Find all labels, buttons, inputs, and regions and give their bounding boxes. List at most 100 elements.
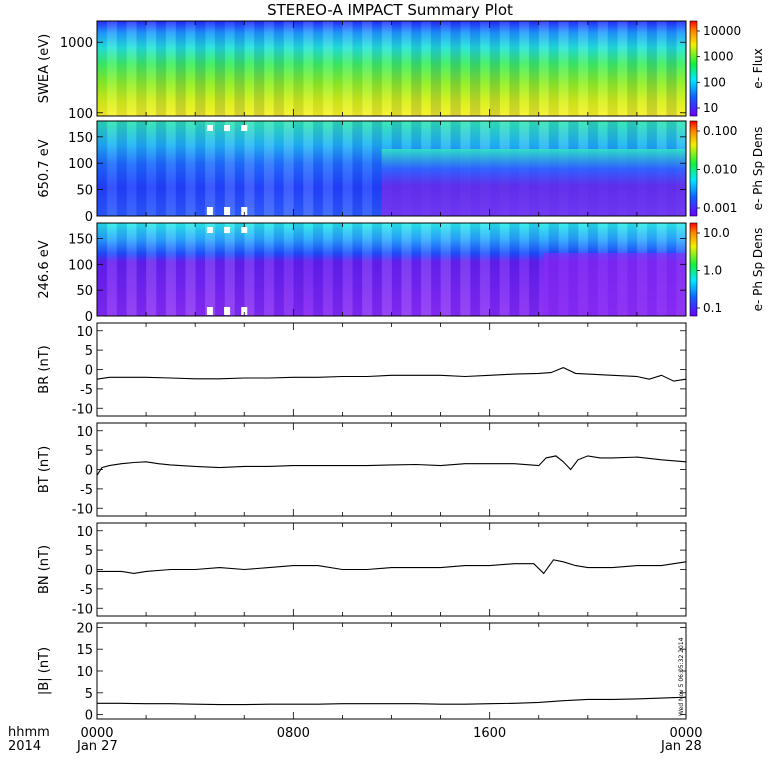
spectrogram-texture: [126, 223, 137, 316]
spectrogram-texture: [342, 21, 353, 116]
footer-hhmm: hhmm: [8, 725, 50, 740]
spectrogram-texture: [460, 21, 471, 116]
y-tick-label: 0: [85, 364, 93, 379]
spectrogram-texture: [204, 121, 216, 216]
y-axis-label: 246.6 eV: [37, 240, 52, 298]
colorbar-tick-label: 10: [703, 101, 718, 115]
spectrogram-texture: [214, 21, 226, 116]
spectrogram-texture: [165, 121, 177, 216]
spectrogram-texture: [116, 223, 127, 316]
spectrogram-texture: [332, 223, 343, 316]
spectrogram-texture: [116, 121, 127, 216]
timeseries-layer: [96, 366, 687, 706]
spectrogram-texture: [175, 21, 186, 116]
data-gap-top: [224, 125, 231, 131]
y-tick-label: 0: [85, 709, 93, 724]
data-gap-top: [241, 125, 248, 131]
spectrogram-texture: [254, 21, 265, 116]
y-tick-label: 0: [85, 210, 93, 225]
footer-date-start: Jan 27: [77, 739, 118, 754]
spectrogram-texture: [440, 223, 451, 316]
spectrogram-texture: [97, 121, 108, 216]
plot-title: STEREO-A IMPACT Summary Plot: [267, 1, 513, 19]
colorbar-label: e- Ph Sp Dens: [751, 228, 765, 312]
y-tick-label: -10: [72, 502, 93, 517]
spectrogram-texture: [401, 21, 412, 116]
spectrogram-texture: [303, 121, 314, 216]
data-gap-bottom: [241, 307, 248, 315]
spectrogram-texture: [420, 21, 432, 116]
y-tick-label: 10: [76, 325, 93, 340]
colorbar-1: [689, 120, 698, 217]
spectrogram-texture: [371, 21, 383, 116]
x-tick-label: 0000: [80, 726, 113, 741]
y-tick-label: 150: [68, 233, 93, 248]
y-tick-label: 50: [76, 184, 93, 199]
spectrogram-texture: [578, 21, 589, 116]
colorbar-tick-label: 0.1: [703, 301, 722, 315]
spectrogram-texture: [106, 121, 118, 216]
spectrogram-texture: [126, 121, 137, 216]
x-tick-label: 0000: [669, 726, 702, 741]
spectrogram-texture: [244, 223, 255, 316]
data-gap-bottom: [224, 207, 231, 215]
spectrogram-texture: [234, 121, 245, 216]
spectrogram-texture: [411, 223, 422, 316]
y-tick-label: -10: [72, 402, 93, 417]
footer-date-end: Jan 28: [661, 739, 702, 754]
spectrogram-texture: [312, 121, 324, 216]
spectrogram-band: [381, 149, 686, 216]
spectrogram-texture: [617, 21, 628, 116]
y-tick-label: 1000: [60, 36, 93, 51]
y-tick-label: 20: [76, 621, 93, 636]
spectrogram-texture: [116, 21, 127, 116]
spectrogram-texture: [175, 223, 186, 316]
spectrogram-texture: [97, 21, 108, 116]
colorbar-label: e- Flux: [751, 48, 765, 88]
spectrogram-texture: [136, 21, 147, 116]
spectrogram-texture: [136, 223, 147, 316]
y-tick-label: -10: [72, 602, 93, 617]
y-tick-label: -5: [80, 383, 93, 398]
colorbar-tick-label: 10.0: [703, 226, 730, 240]
spectrogram-texture: [371, 223, 383, 316]
spectrogram-texture: [362, 223, 373, 316]
spectrogram-texture: [479, 21, 491, 116]
spectrogram-texture: [303, 21, 314, 116]
spectrogram-texture: [312, 223, 324, 316]
spectrogram-texture: [342, 223, 353, 316]
spectrogram-texture: [391, 223, 402, 316]
spectrogram-texture: [470, 223, 481, 316]
spectrogram-texture: [322, 21, 334, 116]
spectrogram-texture: [254, 223, 265, 316]
spectrogram-texture: [185, 121, 196, 216]
data-gap-top: [224, 227, 231, 233]
spectrogram-texture: [165, 21, 177, 116]
spectrogram-texture: [224, 121, 235, 216]
spectrogram-texture: [155, 223, 167, 316]
spectrogram-texture: [450, 223, 461, 316]
spectrogram-texture: [627, 21, 638, 116]
spectrogram-texture: [273, 121, 285, 216]
spectrogram-0: [97, 21, 686, 116]
spectrogram-texture: [519, 223, 530, 316]
spectrogram-texture: [656, 21, 667, 116]
y-axis-label: SWEA (eV): [37, 34, 52, 103]
spectrogram-texture: [362, 21, 373, 116]
spectrogram-texture: [244, 21, 255, 116]
y-axis-label: BT (nT): [37, 446, 52, 493]
y-axis-label: BR (nT): [37, 345, 52, 393]
spectrogram-texture: [204, 21, 216, 116]
spectrogram-texture: [175, 121, 186, 216]
panel-frame-3: [96, 322, 687, 417]
spectrogram-texture: [362, 121, 373, 216]
spectrogram-texture: [597, 21, 608, 116]
spectrogram-texture: [146, 223, 157, 316]
spectrogram-texture: [195, 223, 206, 316]
y-axis-label: |B| (nT): [37, 647, 52, 695]
timeseries-line-6: [97, 696, 687, 706]
spectrogram-texture: [155, 121, 167, 216]
spectrogram-texture: [411, 21, 422, 116]
